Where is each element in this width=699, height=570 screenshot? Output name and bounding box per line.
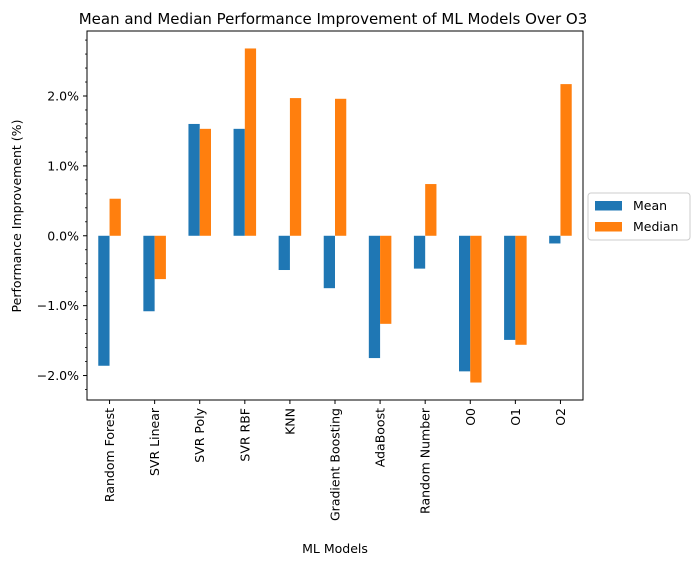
x-tick-label: O2 (553, 408, 568, 426)
x-tick-label: Random Forest (102, 408, 117, 502)
x-tick-label: SVR Linear (147, 407, 162, 476)
x-tick-label: AdaBoost (373, 408, 388, 467)
y-axis-label: Performance Improvement (%) (9, 120, 24, 313)
y-tick-label: 1.0% (47, 158, 79, 173)
bar-median-11 (560, 84, 572, 236)
bar-mean-3 (188, 123, 200, 236)
y-tick-label: 0.0% (47, 228, 79, 243)
bar-median-7 (380, 235, 392, 324)
x-tick-label: KNN (282, 408, 297, 435)
bar-median-2 (154, 235, 166, 280)
chart-title: Mean and Median Performance Improvement … (79, 10, 588, 28)
bars-layer (98, 48, 572, 383)
bar-median-4 (244, 48, 257, 236)
x-tick-label: O1 (508, 408, 523, 426)
bar-mean-11 (549, 235, 561, 244)
bar-median-5 (289, 98, 302, 236)
x-tick-label: Gradient Boosting (328, 408, 343, 521)
bar-mean-10 (504, 235, 516, 340)
bar-mean-4 (233, 128, 245, 236)
legend-label-median: Median (633, 219, 678, 234)
legend: Mean Median (587, 192, 691, 241)
bar-mean-9 (459, 235, 471, 372)
bar-mean-2 (143, 235, 155, 312)
bar-median-9 (470, 235, 482, 383)
legend-swatch-median (595, 222, 622, 232)
x-tick-label: Random Number (418, 407, 433, 514)
bar-mean-1 (98, 235, 110, 366)
bar-median-6 (335, 98, 347, 236)
bar-median-8 (425, 184, 437, 236)
x-axis-label: ML Models (302, 541, 368, 556)
legend-label-mean: Mean (633, 198, 667, 213)
bar-median-1 (109, 198, 121, 236)
x-tick-label: SVR RBF (237, 408, 252, 462)
y-tick-label: 2.0% (47, 88, 79, 103)
x-tick-label: O0 (463, 408, 478, 426)
bar-mean-6 (323, 235, 335, 289)
bar-mean-5 (278, 235, 290, 271)
legend-swatch-mean (595, 201, 622, 211)
ticks-layer: Random Forest SVR Linear SVR Poly SVR RBF KN… (37, 39, 568, 521)
bar-median-3 (199, 128, 211, 236)
x-tick-label: SVR Poly (192, 407, 207, 462)
y-tick-label: −1.0% (37, 298, 79, 313)
y-tick-label: −2.0% (37, 368, 79, 383)
bar-median-10 (515, 235, 527, 345)
bar-mean-7 (368, 235, 381, 359)
bar-mean-8 (413, 235, 426, 269)
plot-frame (86, 30, 584, 401)
